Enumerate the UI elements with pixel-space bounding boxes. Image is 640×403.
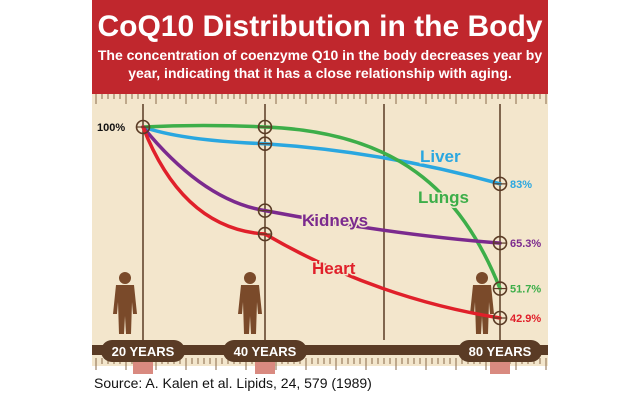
x-tick-pill [223, 340, 307, 362]
figure-body [470, 285, 494, 334]
series-line-kidneys [141, 125, 502, 245]
chart-title: CoQ10 Distribution in the Body [97, 10, 542, 43]
figure-body [238, 285, 262, 334]
data-point-markers [135, 119, 508, 326]
figure-body [113, 285, 137, 334]
end-value-label: 51.7% [510, 284, 541, 296]
chart-subtitle-line-2: year, indicating that it has a close rel… [128, 65, 512, 81]
x-tick-label: 80 YEARS [469, 344, 532, 359]
series-label-kidneys: Kidneys [302, 211, 368, 230]
end-value-label: 83% [510, 179, 532, 191]
tick-highlight [255, 362, 275, 374]
header-banner [92, 0, 548, 94]
series-lines [141, 123, 502, 320]
chart-subtitle-line-1: The concentration of coenzyme Q10 in the… [98, 47, 542, 63]
series-label-heart: Heart [312, 259, 356, 278]
ruler-top [95, 94, 547, 104]
tick-highlight [490, 362, 510, 374]
series-line-liver [141, 125, 502, 186]
end-value-label: 42.9% [510, 313, 541, 325]
series-labels: Liver 83% Lungs 51.7% Kidneys 65.3% Heart 42.9%… [97, 122, 541, 325]
start-value-label: 100% [97, 122, 125, 134]
tick-highlight [133, 362, 153, 374]
source-citation: Source: A. Kalen et al. Lipids, 24, 579 … [94, 375, 372, 391]
human-figures [113, 272, 494, 334]
x-tick-pill [458, 340, 542, 362]
x-tick-label: 20 YEARS [112, 344, 175, 359]
end-value-label: 65.3% [510, 238, 541, 250]
series-label-lungs: Lungs [418, 188, 469, 207]
x-tick-label: 40 YEARS [234, 344, 297, 359]
x-axis: 20 YEARS 40 YEARS 80 YEARS [92, 340, 548, 374]
human-figure-icon [238, 272, 262, 334]
human-figure-icon [113, 272, 137, 334]
x-tick-pill [101, 340, 185, 362]
series-line-lungs [141, 123, 502, 291]
figure-head [476, 272, 488, 284]
human-figure-icon [470, 272, 494, 334]
series-label-liver: Liver [420, 147, 461, 166]
figure-head [119, 272, 131, 284]
figure-head [244, 272, 256, 284]
